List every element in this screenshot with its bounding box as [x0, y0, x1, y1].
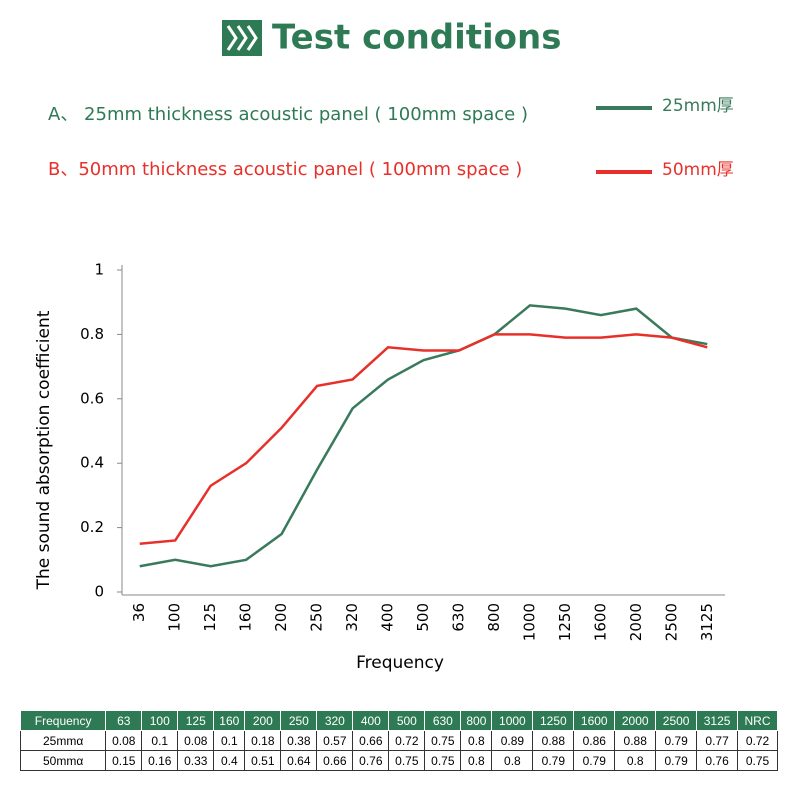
table-cell: 0.1 [141, 730, 179, 751]
series-line [139, 304, 708, 568]
y-tick-label: 0.8 [80, 325, 104, 343]
series-line [139, 333, 708, 545]
table-cell: 0.75 [424, 730, 462, 751]
table-cell: NRC [737, 710, 778, 731]
table-cell: 0.1 [213, 730, 246, 751]
table-cell: 0.77 [696, 730, 739, 751]
y-tick-label: 0.2 [80, 518, 104, 536]
x-tick-label: 800 [485, 603, 503, 632]
table-cell: 0.79 [573, 750, 616, 771]
table-cell: 0.08 [177, 730, 215, 751]
table-cell: 0.75 [424, 750, 462, 771]
table-cell: 0.15 [105, 750, 143, 771]
table-row: 50mmα 0.15 0.16 0.33 0.4 0.51 0.64 0.66 0.76 0.75… [19, 750, 778, 771]
table-cell: 100 [141, 710, 179, 731]
table-cell: 0.33 [177, 750, 215, 771]
x-tick-label: 3125 [698, 603, 716, 641]
table-cell: 500 [388, 710, 426, 731]
table-cell: 0.86 [573, 730, 616, 751]
condition-b: B、50mm thickness acoustic panel ( 100mm … [48, 159, 522, 180]
table-cell: 1250 [532, 710, 575, 731]
data-table: Frequency 63 100 125 160 200 250 320 400 500 630 80… [19, 710, 778, 771]
x-tick-label: 250 [308, 603, 326, 632]
x-tick-label: 125 [201, 603, 219, 632]
table-cell: 0.18 [244, 730, 282, 751]
table-cell: 0.89 [491, 730, 534, 751]
condition-a: A、 25mm thickness acoustic panel ( 100mm… [48, 104, 528, 125]
table-cell: 2500 [655, 710, 698, 731]
y-tick-label: 0.4 [80, 454, 104, 472]
x-tick-label: 1250 [556, 603, 574, 641]
table-cell: 160 [213, 710, 246, 731]
table-cell: 0.51 [244, 750, 282, 771]
table-cell: Frequency [19, 710, 107, 731]
table-cell: 0.88 [532, 730, 575, 751]
table-cell: 0.72 [388, 730, 426, 751]
y-tick-label: 0 [94, 583, 104, 601]
y-tick-label: 1 [94, 261, 104, 279]
table-row: Frequency 63 100 125 160 200 250 320 400 500 630 80… [19, 710, 778, 731]
table-cell: 2000 [614, 710, 657, 731]
table-cell: 0.4 [213, 750, 246, 771]
x-tick-label: 320 [343, 603, 361, 632]
table-cell: 0.8 [614, 750, 657, 771]
table-cell: 630 [424, 710, 462, 731]
chart: Test conditions A、 25mm thickness acoust… [34, 18, 734, 674]
y-tick-label: 0.6 [80, 389, 104, 407]
table-cell: 320 [316, 710, 354, 731]
table-cell: 400 [352, 710, 390, 731]
table-cell: 0.38 [280, 730, 318, 751]
legend-label: 50mm厚 [662, 160, 734, 180]
x-tick-label: 630 [449, 603, 467, 632]
table-cell: 0.76 [352, 750, 390, 771]
table-cell: 0.08 [105, 730, 143, 751]
table-cell: 0.88 [614, 730, 657, 751]
table-cell: 0.16 [141, 750, 179, 771]
x-tick-label: 2000 [627, 603, 645, 641]
table-cell: 0.57 [316, 730, 354, 751]
table-cell: 0.64 [280, 750, 318, 771]
table-cell: 0.76 [696, 750, 739, 771]
table-cell: 0.8 [460, 730, 493, 751]
table-cell: 250 [280, 710, 318, 731]
table-cell: 0.79 [532, 750, 575, 771]
table-cell: 0.8 [491, 750, 534, 771]
table-row: 25mmα 0.08 0.1 0.08 0.1 0.18 0.38 0.57 0.66 0.72 0… [19, 730, 778, 751]
table-cell: 0.79 [655, 750, 698, 771]
table-cell: 1600 [573, 710, 616, 731]
table-cell: 0.75 [737, 750, 778, 771]
x-tick-label: 1000 [520, 603, 538, 641]
title-icon-chevrons [226, 25, 258, 51]
table-cell: 50mmα [19, 750, 107, 771]
x-tick-label: 160 [237, 603, 255, 632]
x-tick-label: 200 [272, 603, 290, 632]
table-cell: 3125 [696, 710, 739, 731]
table-cell: 0.66 [316, 750, 354, 771]
x-tick-label: 2500 [662, 603, 680, 641]
table-cell: 0.66 [352, 730, 390, 751]
legend-label: 25mm厚 [662, 96, 734, 116]
table-cell: 0.79 [655, 730, 698, 751]
table-cell: 1000 [491, 710, 534, 731]
table-cell: 25mmα [19, 730, 107, 751]
table-cell: 0.72 [737, 730, 778, 751]
x-tick-label: 1600 [591, 603, 609, 641]
table-cell: 63 [105, 710, 143, 731]
table-cell: 0.8 [460, 750, 493, 771]
x-tick-label: 500 [414, 603, 432, 632]
x-tick-label: 100 [166, 603, 184, 632]
x-tick-label: 36 [130, 603, 148, 622]
table-cell: 125 [177, 710, 215, 731]
x-axis-label: Frequency [356, 653, 444, 673]
title: Test conditions [272, 18, 561, 58]
table-cell: 800 [460, 710, 493, 731]
x-tick-label: 400 [379, 603, 397, 632]
y-axis-label: The sound absorption coefficient [34, 310, 54, 590]
table-cell: 200 [244, 710, 282, 731]
table-cell: 0.75 [388, 750, 426, 771]
